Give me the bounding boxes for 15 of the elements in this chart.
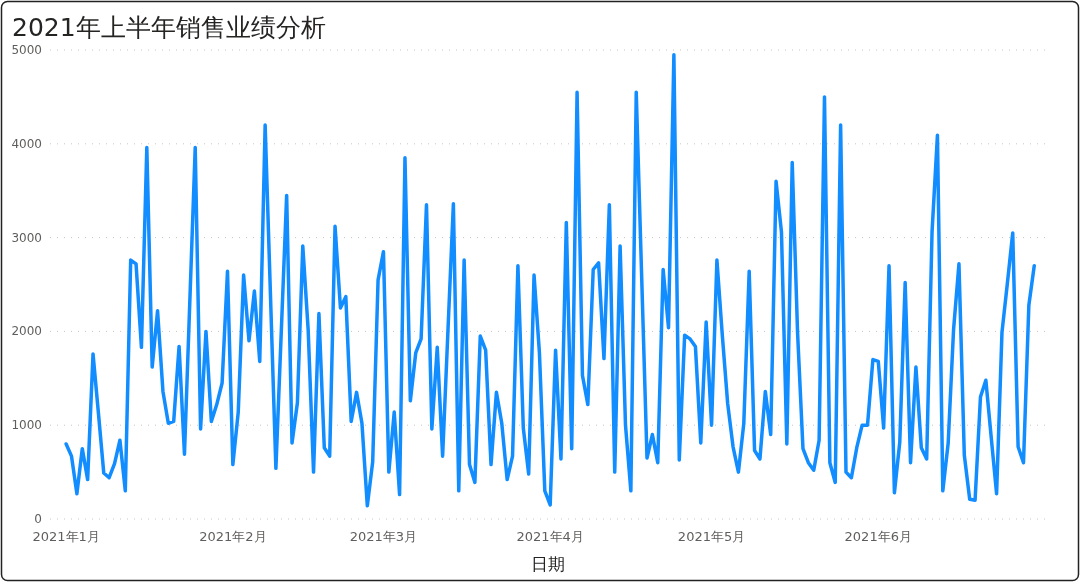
y-tick-label: 1000 (11, 418, 42, 433)
line-series (64, 52, 1036, 508)
x-tick-label: 2021年3月 (349, 529, 418, 544)
x-tick-label: 2021年6月 (844, 529, 912, 544)
x-tick-label: 2021年1月 (32, 529, 100, 544)
y-tick-label: 0 (34, 512, 42, 526)
y-tick-label: 4000 (11, 136, 42, 151)
x-tick-label: 2021年5月 (677, 529, 746, 544)
chart-title: 2021年上半年销售业绩分析 (12, 13, 326, 42)
y-tick-label: 5000 (11, 43, 42, 57)
y-tick-label: 3000 (11, 230, 42, 245)
x-tick-label: 2021年4月 (516, 529, 584, 544)
x-tick-label: 2021年2月 (199, 529, 267, 544)
x-axis-title: 日期 (530, 554, 565, 574)
y-tick-label: 2000 (11, 324, 42, 339)
